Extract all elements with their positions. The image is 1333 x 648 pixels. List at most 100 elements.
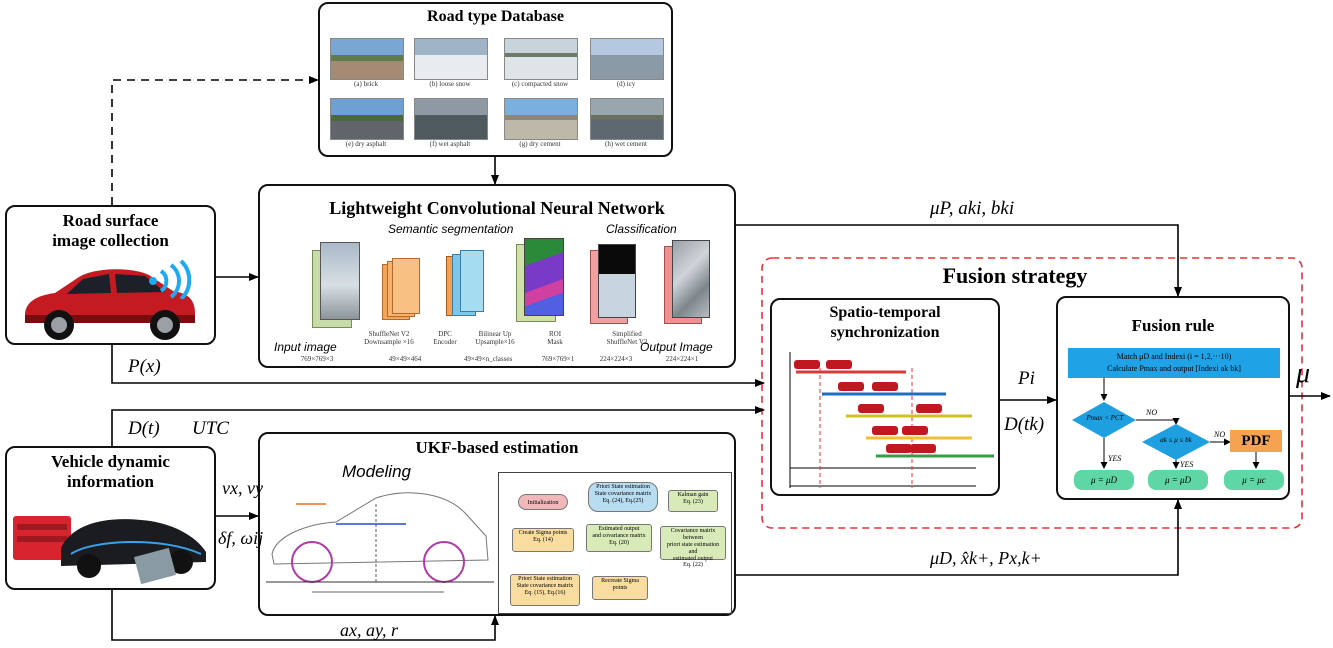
simplified-shufflenet-block (590, 244, 636, 324)
rule-header-line-1: Match μD and Indexi (i = 1,2,···10) (1116, 352, 1232, 361)
rule-header-bar: Match μD and Indexi (i = 1,2,···10) Calc… (1068, 348, 1280, 378)
ukf-init-block: Initialization (518, 494, 568, 510)
input-image-block (312, 242, 362, 328)
wifi-icon (149, 259, 192, 299)
road-db-grid: (a) brick (b) loose snow (c) compacted s… (328, 38, 668, 153)
ukf-estout-block: Estimated output and covariance matrix E… (586, 524, 652, 552)
fusion-rule-box: Fusion rule Match μD and Indexi (i = 1,2… (1056, 296, 1290, 500)
road-photo-wet-cement (590, 98, 664, 140)
ukf-title: UKF-based estimation (415, 438, 579, 457)
road-caption-icy: (d) icy (616, 80, 636, 88)
sync-title-1: Spatio-temporal (829, 304, 941, 321)
vehicle-info-box: Vehicle dynamic information (5, 446, 216, 590)
modeling-label: Modeling (342, 462, 411, 481)
semantic-seg-label: Semantic segmentation (388, 222, 514, 236)
ukf-sigma-block: Create Sigma points Eq. (14) (512, 528, 574, 552)
fusion-strategy-title: Fusion strategy (942, 263, 1088, 288)
dims-bilinear: 769×769×1 (541, 355, 575, 363)
road-type-database-box: Road type Database (a) brick (b) loose s… (318, 2, 673, 157)
ukf-cov-block: Covariance matrix between priori state e… (660, 526, 726, 568)
no1-label: NO (1146, 408, 1158, 417)
mu-output-label: μ (1296, 358, 1311, 389)
output-image-label: Output Image (640, 340, 713, 354)
lcnn-box: Lightweight Convolutional Neural Network… (258, 184, 736, 368)
vehicle-info-title-2: information (67, 472, 154, 491)
road-photo-dry-asphalt (330, 98, 404, 140)
yes2-label: YES (1180, 460, 1194, 469)
ukf-box: UKF-based estimation Modeling Initializa… (258, 432, 736, 616)
delta-omega-label: δf, ωij (218, 528, 264, 548)
road-photo-compacted-snow (504, 38, 578, 80)
mu-p-label: μP, aki, bki (930, 198, 1015, 219)
ukf-to-rule-arrow (736, 499, 1182, 576)
shufflenet-block (382, 256, 422, 320)
rule-header-line-2: Calculate Pmax and output [Indexi ak bk] (1107, 364, 1241, 373)
dims-roi: 224×224×3 (599, 355, 633, 363)
classification-label: Classification (606, 222, 677, 236)
output-image-block (664, 240, 710, 324)
cond2-text: ak ≤ μ ≤ bk (1160, 436, 1192, 444)
ukf-prior-block: Priori State estimation State covariance… (510, 574, 580, 606)
out2-block: μ = μD (1148, 470, 1208, 490)
utc-label: UTC (192, 418, 229, 439)
road-photo-brick (330, 38, 404, 80)
ukf-flow-frame (498, 472, 732, 614)
dims-simplified: 224×224×1 (665, 355, 699, 363)
dims-input: 769×769×3 (300, 355, 334, 363)
sync-title-2: synchronization (830, 324, 940, 341)
axr-arrow (111, 590, 499, 641)
cond1-text: Pmax < PCT (1086, 414, 1124, 422)
sync-box: Spatio-temporal synchronization (770, 298, 1000, 496)
dims-dpc: 49×49×n_classes (463, 355, 513, 363)
vehicle-info-title-1: Vehicle dynamic (51, 452, 170, 471)
out1-block: μ = μD (1074, 470, 1134, 490)
ukf-kalman-block: Kalman gain Eq. (23) (668, 490, 718, 512)
pdf-block: PDF (1230, 430, 1282, 452)
p-i-label: Pi (1018, 368, 1035, 389)
input-image-label: Input image (274, 340, 337, 354)
sync-plot (789, 352, 994, 488)
bilinear-block (452, 250, 492, 316)
layer-label-simplified: Simplified ShuffleNet V2 (606, 330, 648, 346)
lcnn-title: Lightweight Convolutional Neural Network (329, 198, 665, 218)
layer-label-bilinear: Bilinear Up Upsample×16 (475, 330, 515, 346)
road-photo-icy (590, 38, 664, 80)
layer-label-shufflenet: ShuffleNet V2 Downsample ×16 (364, 330, 414, 346)
fusion-strategy-frame (761, 257, 1303, 529)
ukf-post-block: Priori State estimation State covariance… (588, 482, 658, 512)
ax-ay-r-label: ax, ay, r (340, 620, 398, 640)
lcnn-to-rule-arrow (736, 224, 1182, 297)
rule-flow-svg (1072, 378, 1260, 469)
px-arrow (111, 345, 765, 387)
road-photo-loose-snow (414, 38, 488, 80)
road-caption-loose-snow: (b) loose snow (429, 80, 471, 88)
road-caption-wet-asphalt: (f) wet asphalt (429, 140, 471, 148)
d-tk-label: D(tk) (1004, 414, 1045, 435)
vehicle-ecu-image (13, 516, 206, 585)
road-caption-dry-cement: (g) dry cement (519, 140, 561, 148)
dims-shufflenet: 49×49×464 (388, 355, 422, 363)
ukf-recreate-block: Recreate Sigma points (592, 576, 648, 600)
road-caption-brick: (a) brick (354, 80, 378, 88)
layer-label-dpc: DPC Encoder (433, 330, 457, 346)
road-caption-wet-cement: (h) wet cement (605, 140, 647, 148)
red-suv-image (25, 269, 195, 340)
yes1-label: YES (1108, 454, 1122, 463)
mu-d-out-label: μD, x̂k+, Px,k+ (930, 548, 1042, 568)
layer-label-roi: ROI Mask (547, 330, 563, 346)
roi-mask-block (516, 238, 564, 322)
road-photo-wet-asphalt (414, 98, 488, 140)
vx-vy-label: vx, vy (222, 478, 263, 498)
road-db-title: Road type Database (427, 8, 564, 25)
road-caption-dry-asphalt: (e) dry asphalt (345, 140, 387, 148)
road-collection-title-1: Road surface (62, 211, 159, 230)
road-collection-title-2: image collection (52, 231, 169, 250)
road-collection-box: Road surface image collection (5, 205, 216, 345)
fusion-rule-title: Fusion rule (1131, 316, 1215, 335)
road-photo-dry-cement (504, 98, 578, 140)
no2-label: NO (1214, 430, 1226, 439)
road-caption-compacted-snow: (c) compacted snow (511, 80, 569, 88)
d-t-label: D(t) (128, 418, 160, 439)
dt-arrow (111, 406, 765, 446)
